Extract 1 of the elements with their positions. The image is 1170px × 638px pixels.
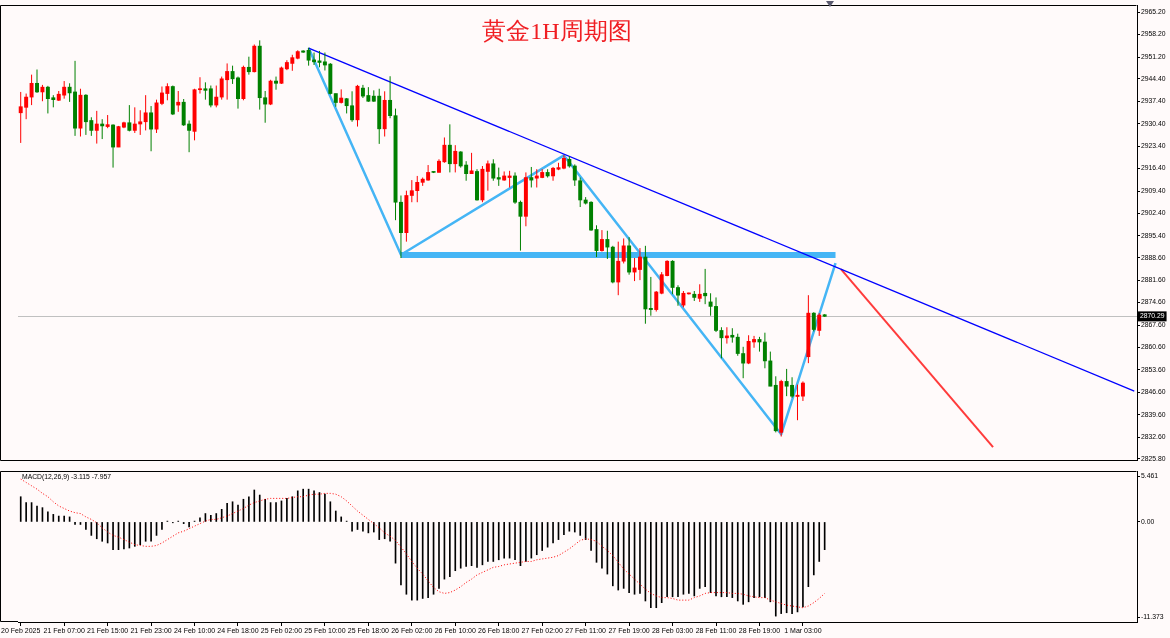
text: 黄金1H周期图 [482,18,632,45]
